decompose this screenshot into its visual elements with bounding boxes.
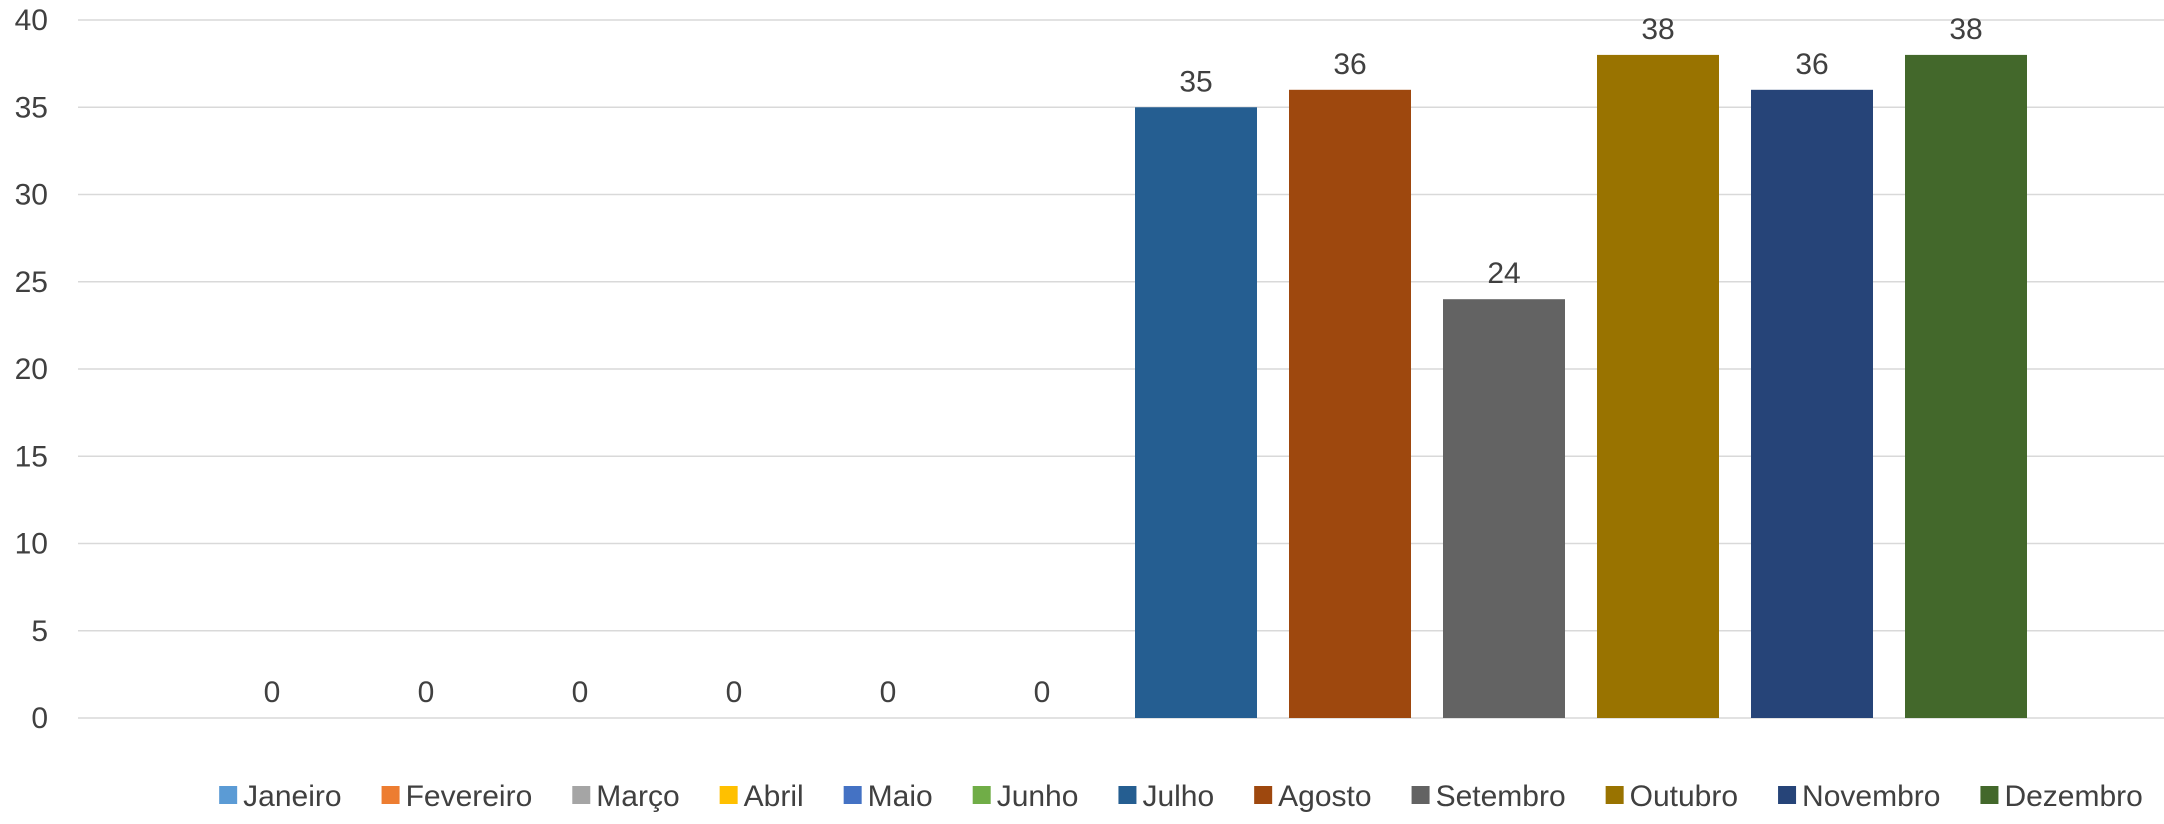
y-tick-label: 0	[31, 702, 48, 735]
legend-swatch	[219, 786, 238, 804]
legend-label: Março	[596, 780, 679, 813]
data-label-marco: 0	[572, 676, 589, 709]
legend-swatch	[1411, 786, 1430, 804]
legend-label: Outubro	[1630, 780, 1738, 813]
data-label-outubro: 38	[1641, 13, 1674, 46]
data-label-agosto: 36	[1333, 48, 1366, 81]
bar-outubro	[1597, 54, 1719, 718]
data-label-janeiro: 0	[264, 676, 281, 709]
y-tick-label: 5	[31, 615, 48, 648]
y-tick-label: 35	[15, 91, 48, 124]
legend-item-abril: Abril	[719, 780, 804, 813]
legend-swatch	[1605, 786, 1624, 804]
legend-swatch	[719, 786, 738, 804]
bar-julho	[1135, 107, 1257, 718]
legend: Janeiro Fevereiro Março Abril Maio Junho Julho…	[219, 780, 2143, 813]
legend-item-julho: Julho	[1118, 780, 1214, 813]
bar-agosto	[1289, 89, 1411, 719]
legend-item-fevereiro: Fevereiro	[381, 780, 533, 813]
legend-item-novembro: Novembro	[1778, 780, 1940, 813]
data-labels: 0 0 0 0 0 0 35 36 24 38 36 38	[264, 13, 1983, 709]
legend-label: Fevereiro	[406, 780, 533, 813]
bar-novembro	[1751, 89, 1873, 719]
legend-swatch	[572, 786, 591, 804]
data-label-maio: 0	[880, 676, 897, 709]
legend-swatch	[843, 786, 862, 804]
bar-dezembro	[1905, 54, 2027, 718]
legend-item-maio: Maio	[843, 780, 933, 813]
legend-item-dezembro: Dezembro	[1980, 780, 2143, 813]
legend-label: Junho	[997, 780, 1079, 813]
y-tick-label: 10	[15, 528, 48, 561]
legend-label: Maio	[868, 780, 933, 813]
data-label-abril: 0	[726, 676, 743, 709]
gridlines	[78, 19, 2164, 719]
legend-label: Abril	[744, 780, 804, 813]
bar-setembro	[1443, 299, 1565, 718]
legend-item-outubro: Outubro	[1605, 780, 1738, 813]
bars	[1135, 54, 2027, 719]
data-label-novembro: 36	[1795, 48, 1828, 81]
legend-label: Dezembro	[2004, 780, 2142, 813]
y-tick-label: 25	[15, 266, 48, 299]
data-label-fevereiro: 0	[418, 676, 435, 709]
data-label-setembro: 24	[1487, 257, 1520, 290]
legend-item-marco: Março	[572, 780, 680, 813]
y-tick-label: 15	[15, 440, 48, 473]
legend-item-agosto: Agosto	[1254, 780, 1372, 813]
legend-item-janeiro: Janeiro	[219, 780, 342, 813]
legend-label: Janeiro	[243, 780, 341, 813]
legend-item-junho: Junho	[972, 780, 1079, 813]
legend-swatch	[381, 786, 400, 804]
data-label-dezembro: 38	[1949, 13, 1982, 46]
legend-label: Setembro	[1436, 780, 1566, 813]
data-label-julho: 35	[1179, 65, 1212, 98]
y-tick-label: 40	[15, 4, 48, 37]
legend-label: Novembro	[1802, 780, 1940, 813]
legend-label: Agosto	[1278, 780, 1371, 813]
legend-item-setembro: Setembro	[1411, 780, 1566, 813]
y-tick-label: 20	[15, 353, 48, 386]
legend-swatch	[1980, 786, 1999, 804]
legend-label: Julho	[1142, 780, 1214, 813]
data-label-junho: 0	[1034, 676, 1051, 709]
legend-swatch	[1254, 786, 1273, 804]
y-axis: 0 5 10 15 20 25 30 35 40	[15, 4, 48, 735]
y-tick-label: 30	[15, 179, 48, 212]
legend-swatch	[1778, 786, 1797, 804]
legend-swatch	[1118, 786, 1137, 804]
legend-swatch	[972, 786, 991, 804]
